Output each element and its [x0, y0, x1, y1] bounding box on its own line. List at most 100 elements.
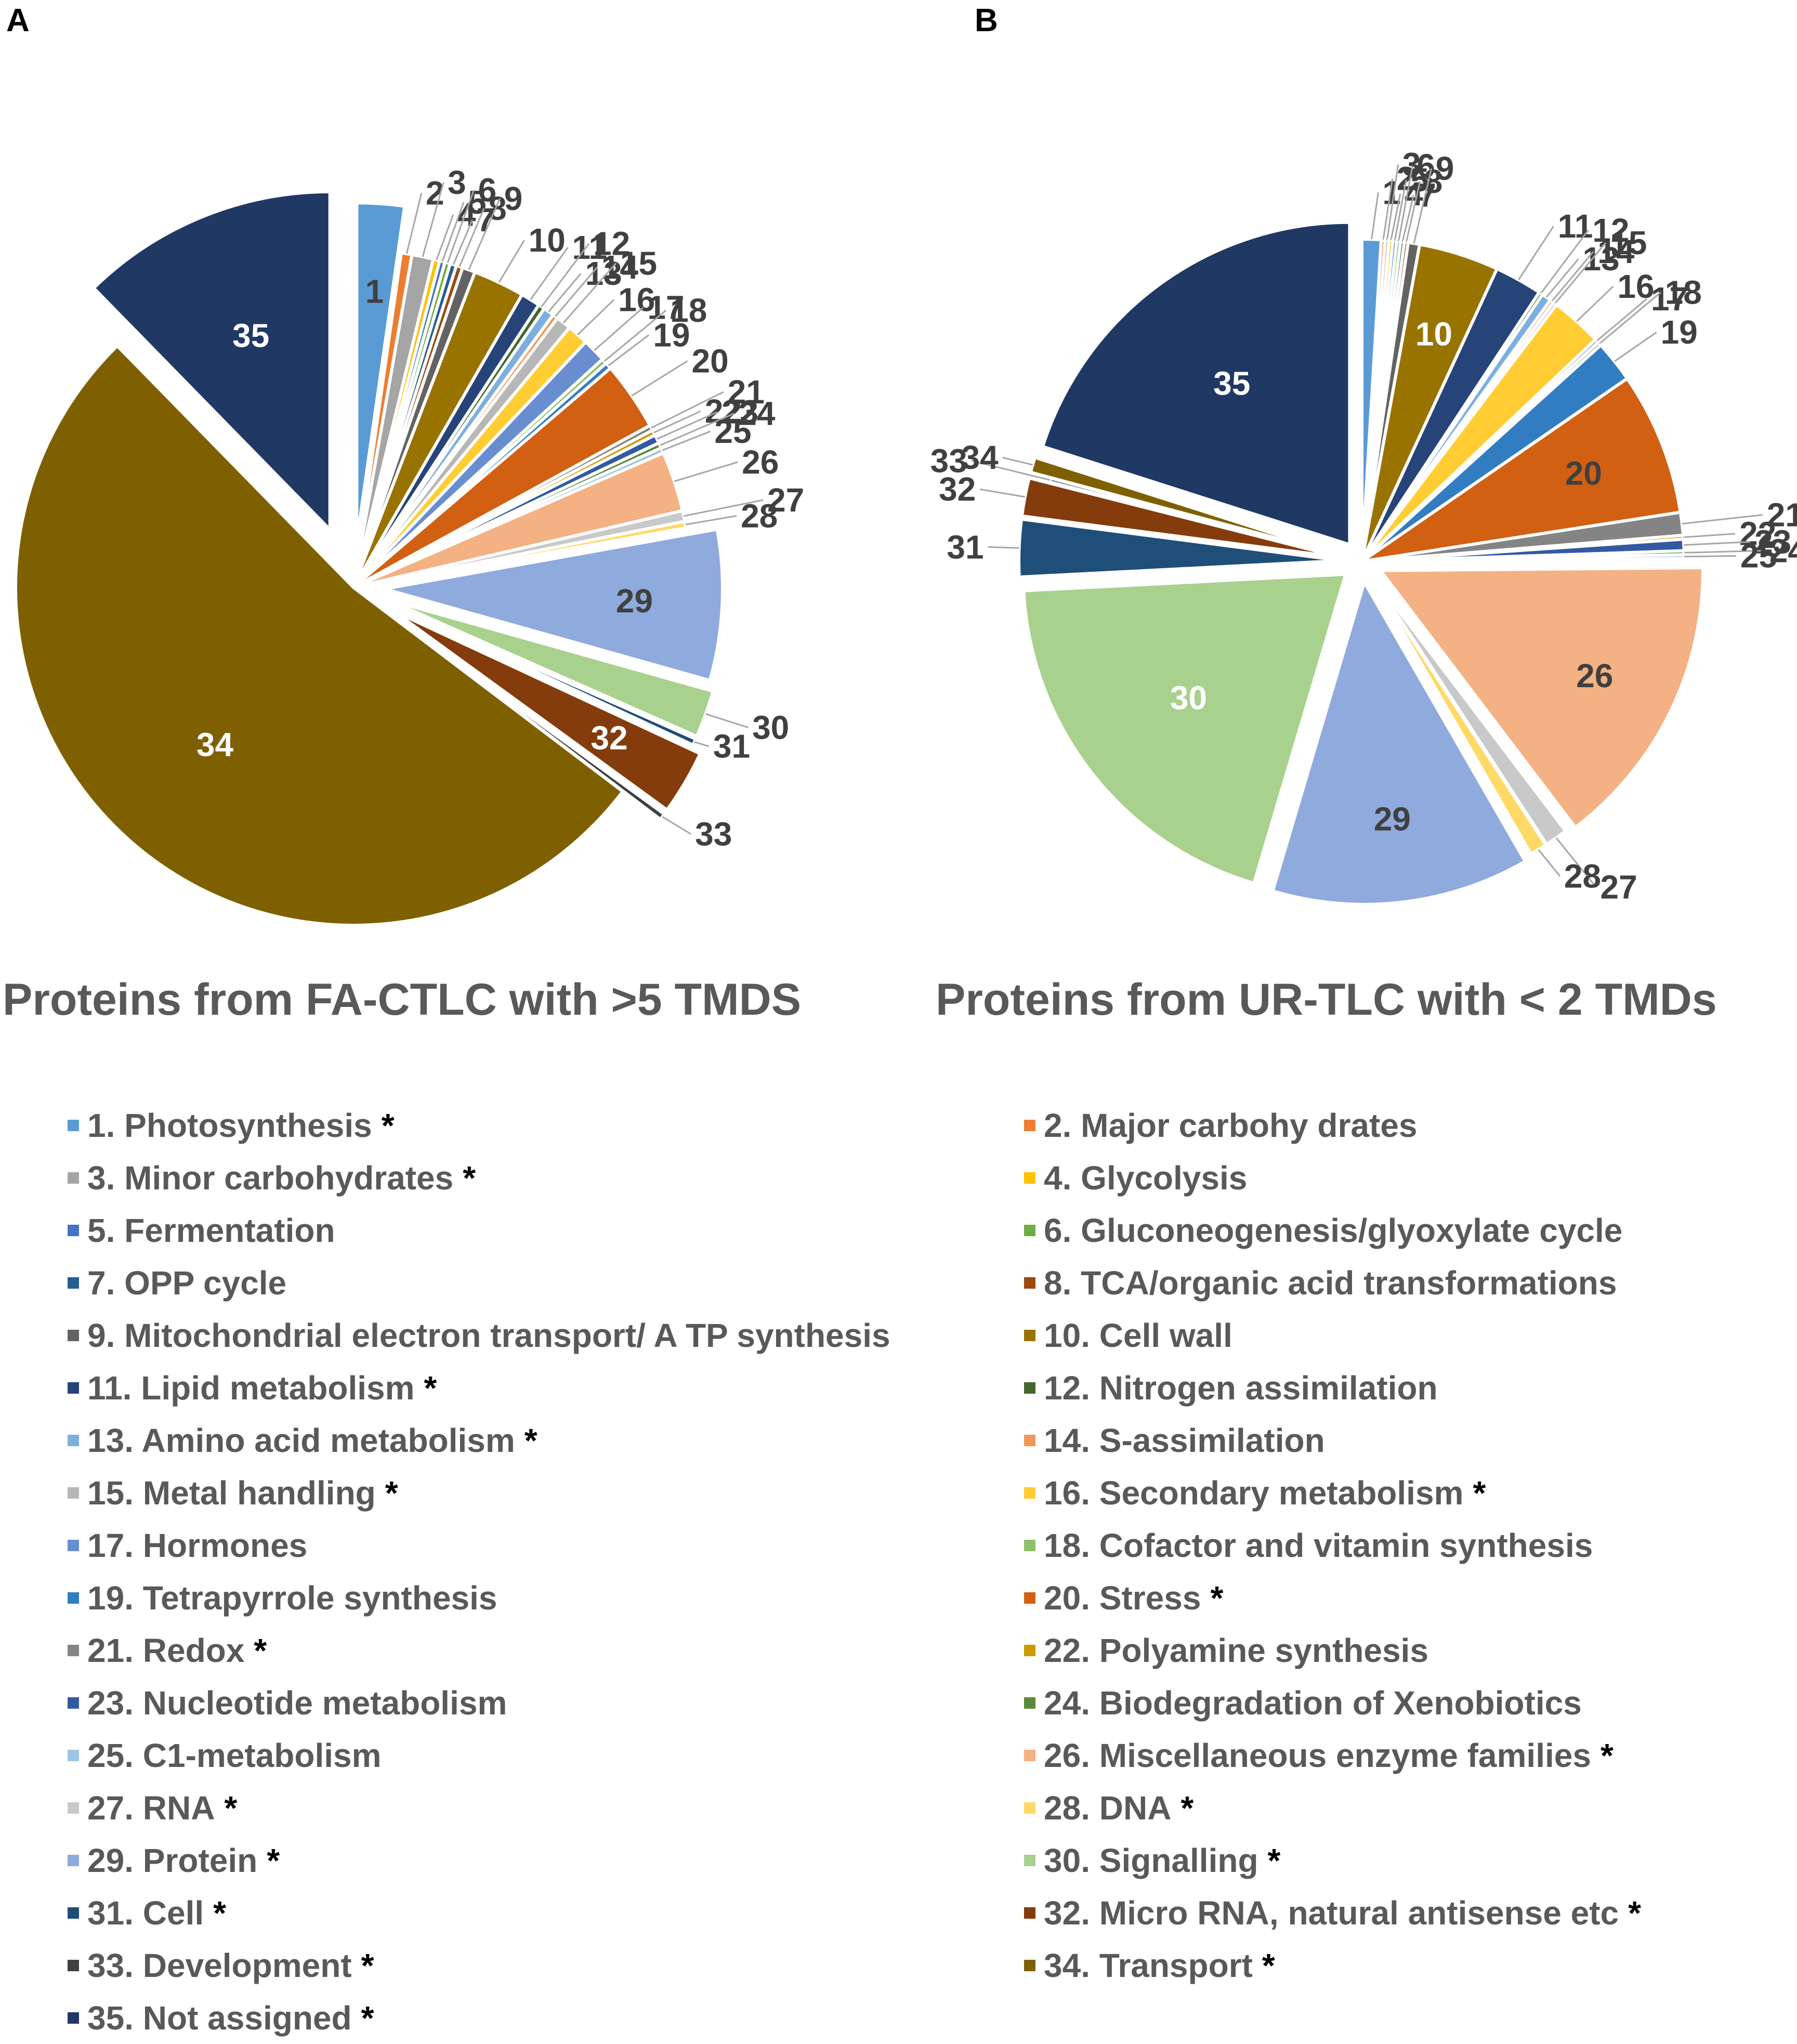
pie-label-8: 8 [1424, 163, 1443, 200]
leader-line-34 [1002, 456, 1033, 466]
pie-label-12: 12 [593, 225, 630, 263]
pie-label-31: 31 [947, 528, 983, 566]
legend-item-6: 6. Gluconeogenesis/glyoxylate cycle [1024, 1204, 1622, 1256]
panel-letter-a: A [6, 3, 30, 38]
chart-title-b: Proteins from UR-TLC with < 2 TMDs [936, 975, 1717, 1025]
legend-label: 34. Transport [1044, 1947, 1253, 1984]
legend-swatch [68, 1120, 79, 1131]
legend-item-32: 32. Micro RNA, natural antisense etc * [1024, 1887, 1641, 1939]
legend-star: * [424, 1369, 437, 1407]
pie-label-11: 11 [1558, 207, 1593, 245]
legend-swatch [68, 1382, 79, 1394]
pie-label-17: 17 [1651, 280, 1688, 318]
leader-line-24 [1684, 549, 1765, 554]
pie-label-19: 19 [1661, 313, 1698, 351]
legend-label: 28. DNA [1044, 1789, 1172, 1827]
legend-item-16: 16. Secondary metabolism * [1024, 1467, 1486, 1519]
legend-star: * [213, 1894, 227, 1932]
legend-item-24: 24. Biodegradation of Xenobiotics [1024, 1677, 1582, 1729]
legend-swatch [1024, 1802, 1035, 1814]
legend-star: * [1473, 1474, 1486, 1512]
leader-line-28 [1538, 849, 1561, 877]
legend-item-15: 15. Metal handling * [68, 1467, 398, 1519]
legend-swatch [68, 1330, 79, 1341]
pie-slice-1 [355, 201, 406, 541]
leader-line-12 [1540, 230, 1589, 294]
leader-line-21 [651, 391, 724, 429]
pie-label-26: 26 [1576, 657, 1613, 695]
pie-label-27: 27 [767, 481, 804, 519]
leader-line-3 [1386, 164, 1399, 241]
pie-slice-25 [1361, 553, 1686, 563]
pie-label-20: 20 [1565, 454, 1602, 492]
leader-line-16 [1576, 285, 1614, 322]
pie-label-11: 11 [572, 229, 607, 266]
leader-line-11 [530, 247, 569, 300]
legend-star: * [1180, 1789, 1194, 1827]
legend-star: * [254, 1632, 267, 1669]
legend-item-29: 29. Protein * [68, 1835, 280, 1886]
legend-swatch [68, 1435, 79, 1446]
leader-line-25 [662, 430, 711, 451]
legend-swatch [68, 1802, 79, 1814]
legend-label: 18. Cofactor and vitamin synthesis [1044, 1527, 1593, 1564]
pie-label-3: 3 [1402, 146, 1421, 183]
pie-label-13: 13 [1583, 240, 1620, 278]
pie-label-24: 24 [1769, 532, 1797, 569]
legend-star: * [381, 1107, 395, 1144]
legend-item-23: 23. Nucleotide metabolism [68, 1677, 507, 1729]
legend-item-13: 13. Amino acid metabolism * [68, 1414, 537, 1466]
legend-label: 31. Cell [87, 1894, 204, 1932]
legend-star: * [361, 1947, 374, 1984]
leader-line-15 [562, 263, 617, 323]
pie-label-14: 14 [601, 248, 639, 286]
leader-line-22 [1683, 533, 1736, 538]
pie-label-19: 19 [653, 316, 690, 353]
pie-slice-26 [1377, 566, 1704, 830]
pie-label-29: 29 [616, 582, 653, 620]
pie-slice-32 [1020, 476, 1342, 559]
legend-label: 2. Major carbohy drates [1044, 1107, 1418, 1144]
leader-line-3 [422, 182, 444, 257]
leader-line-16 [577, 299, 615, 335]
legend-swatch [1024, 1277, 1035, 1289]
leader-line-7 [452, 219, 474, 265]
legend-swatch [1024, 1382, 1035, 1394]
legend-label: 23. Nucleotide metabolism [87, 1684, 507, 1722]
legend-item-4: 4. Glycolysis [1024, 1152, 1247, 1204]
legend-item-10: 10. Cell wall [1024, 1309, 1232, 1361]
legend-swatch [68, 1277, 79, 1289]
legend-swatch [1024, 1592, 1035, 1604]
leader-line-1 [1371, 192, 1379, 240]
leader-line-5 [1394, 179, 1407, 241]
legend-star: * [1210, 1579, 1224, 1617]
pie-label-1: 1 [365, 272, 384, 310]
pie-label-34: 34 [196, 726, 234, 763]
legend-item-25: 25. C1-metabolism [68, 1729, 382, 1781]
legend-label: 21. Redox [87, 1632, 245, 1669]
leader-line-13 [1545, 258, 1579, 298]
leader-line-9 [468, 198, 501, 270]
pie-label-6: 6 [1416, 147, 1435, 185]
pie-label-10: 10 [529, 221, 566, 259]
leader-line-15 [1554, 242, 1607, 304]
legend-label: 25. C1-metabolism [87, 1737, 382, 1774]
leader-line-26 [674, 461, 738, 482]
legend-swatch [1024, 1697, 1035, 1709]
legend-star: * [524, 1422, 537, 1459]
pie-label-35: 35 [232, 317, 269, 355]
leader-line-24 [660, 413, 734, 447]
legend-swatch [68, 1172, 79, 1184]
legend-swatch [68, 1540, 79, 1551]
legend-item-12: 12. Nitrogen assimilation [1024, 1362, 1438, 1414]
legend-star: * [361, 1999, 374, 2037]
pie-label-24: 24 [738, 395, 776, 432]
leader-line-19 [1614, 331, 1657, 362]
legend-label: 30. Signalling [1044, 1842, 1258, 1879]
pie-slice-34 [14, 343, 625, 927]
legend-label: 33. Development [87, 1947, 352, 1984]
pie-label-16: 16 [618, 281, 655, 318]
pie-slice-30 [387, 598, 715, 739]
leader-line-10 [498, 240, 525, 283]
pie-label-30: 30 [752, 709, 789, 746]
